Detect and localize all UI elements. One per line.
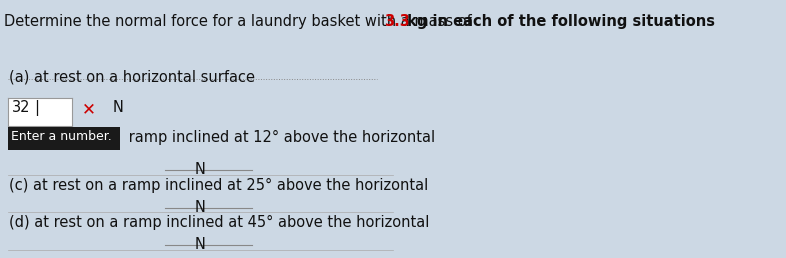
Text: N: N [195,237,206,252]
Text: Enter a number.: Enter a number. [11,130,112,143]
Text: N: N [195,162,206,177]
Text: kg in each of the following situations: kg in each of the following situations [402,14,714,29]
Text: ramp inclined at 12° above the horizontal: ramp inclined at 12° above the horizonta… [124,130,435,145]
Text: (c) at rest on a ramp inclined at 25° above the horizontal: (c) at rest on a ramp inclined at 25° ab… [9,178,428,193]
Text: N: N [113,100,123,115]
Text: ✕: ✕ [83,100,96,118]
Text: (d) at rest on a ramp inclined at 45° above the horizontal: (d) at rest on a ramp inclined at 45° ab… [9,215,430,230]
Text: |: | [34,100,39,116]
Text: N: N [195,200,206,215]
Text: 3.3: 3.3 [384,14,410,29]
Text: 32: 32 [12,100,31,115]
Text: (a) at rest on a horizontal surface: (a) at rest on a horizontal surface [9,70,255,85]
Text: Determine the normal force for a laundry basket with a mass of: Determine the normal force for a laundry… [4,14,476,29]
